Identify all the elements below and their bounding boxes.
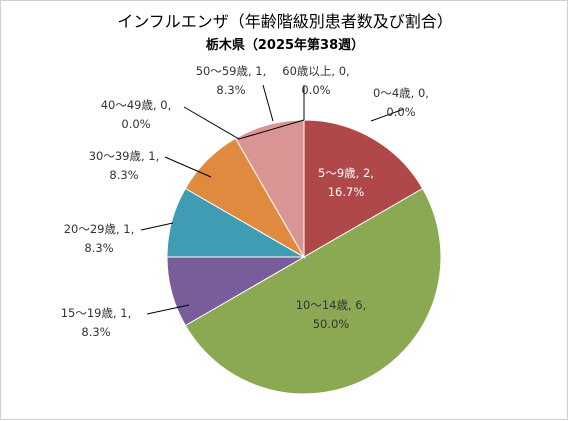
pie-slices bbox=[166, 119, 442, 395]
data-label: 10～14歳, 6, 50.0% bbox=[296, 298, 367, 331]
pie-slice bbox=[184, 187, 442, 395]
leader-line bbox=[262, 84, 274, 122]
data-labels: 0～4歳, 0, 0.0% 5～9歳, 2, 16.7% 10～14歳, 6, 50.0%… bbox=[61, 64, 429, 339]
data-label: 0～4歳, 0, 0.0% bbox=[373, 86, 429, 119]
data-label: 50～59歳, 1, 8.3% bbox=[196, 64, 267, 97]
data-label: 40～49歳, 0, 0.0% bbox=[101, 98, 172, 131]
leader-line bbox=[183, 106, 305, 140]
data-label: 60歳以上, 0, 0.0% bbox=[282, 64, 349, 97]
leader-line bbox=[140, 222, 174, 231]
data-label: 5～9歳, 2, 16.7% bbox=[318, 166, 374, 199]
leader-lines bbox=[140, 84, 405, 315]
leader-line bbox=[164, 156, 212, 178]
data-label: 30～39歳, 1, 8.3% bbox=[89, 149, 160, 182]
data-label: 20～29歳, 1, 8.3% bbox=[64, 222, 135, 255]
leader-line bbox=[146, 304, 190, 315]
chart-subtitle: 栃木県（2025年第38週） bbox=[206, 37, 364, 53]
leader-line bbox=[370, 108, 405, 122]
pie-slice bbox=[303, 119, 424, 258]
chart-title: インフルエンザ（年齢階級別患者数及び割合） bbox=[117, 12, 453, 31]
data-label: 15～19歳, 1, 8.3% bbox=[61, 306, 132, 339]
